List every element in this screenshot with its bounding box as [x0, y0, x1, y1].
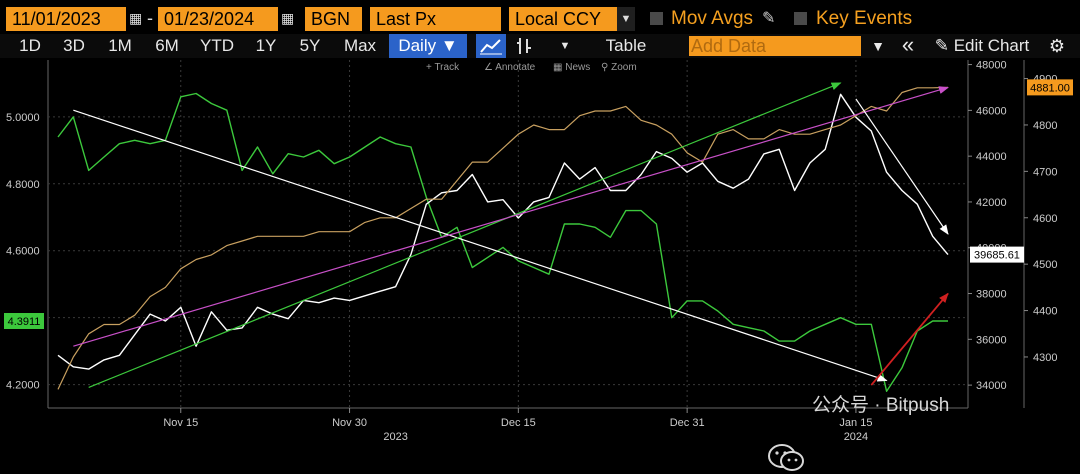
- right-axis-label: 34000: [976, 380, 1007, 392]
- trendline-green: [88, 82, 842, 388]
- source-field[interactable]: BGN: [305, 7, 362, 31]
- mov-avgs-checkbox[interactable]: [650, 12, 663, 25]
- pencil-icon[interactable]: ✎: [762, 10, 776, 27]
- right-last-value-badge: [970, 246, 1024, 263]
- right-axis-2-label: 4800: [1033, 120, 1057, 132]
- x-tick-label: Nov 15: [163, 417, 198, 429]
- calendar-icon[interactable]: ▦: [281, 10, 295, 26]
- calendar-icon[interactable]: ▦: [129, 10, 143, 26]
- candlestick-icon[interactable]: [510, 34, 538, 58]
- left-axis-label: 4.6000: [6, 246, 40, 258]
- range-button-max[interactable]: Max: [343, 36, 377, 55]
- range-button-1d[interactable]: 1D: [19, 36, 41, 55]
- right2-last-value-label: 4881.00: [1030, 82, 1070, 94]
- series-line-1: [57, 93, 949, 370]
- x-tick-label: Dec 15: [501, 417, 536, 429]
- top-toolbar: 11/01/2023 ▦ - 01/23/2024 ▦ BGN Last Px …: [0, 0, 1080, 34]
- right-axis-label: 46000: [976, 105, 1007, 117]
- edit-chart-label: Edit Chart: [953, 36, 1030, 55]
- watermark-text: 公众号 · Bitpush: [812, 395, 950, 416]
- currency-selector[interactable]: Local CCY: [509, 7, 617, 31]
- left-last-value-badge: [4, 313, 44, 329]
- trendline-magenta: [73, 86, 949, 347]
- trendline-white: [855, 98, 949, 235]
- track-tool[interactable]: + Track: [426, 62, 460, 73]
- table-button[interactable]: Table: [605, 36, 647, 55]
- field-selector[interactable]: Last Px: [370, 7, 501, 31]
- left-axis-label: 4.2000: [6, 380, 40, 392]
- right2-last-value-badge: [1027, 79, 1073, 96]
- right-axis-label: 36000: [976, 334, 1007, 346]
- right-axis-2-label: 4500: [1033, 259, 1057, 271]
- key-events-label[interactable]: Key Events: [816, 8, 913, 29]
- left-last-value-label: 4.3911: [8, 316, 41, 328]
- line-chart-icon[interactable]: [476, 34, 506, 58]
- range-button-6m[interactable]: 6M: [155, 36, 179, 55]
- filter-icon[interactable]: ▼: [871, 38, 885, 54]
- range-button-1y[interactable]: 1Y: [255, 36, 277, 55]
- news-tool[interactable]: ▦ News: [553, 62, 590, 73]
- right-axis-2-label: 4300: [1033, 352, 1057, 364]
- x-tick-label: Jan 15: [839, 417, 872, 429]
- right-axis-label: 38000: [976, 289, 1007, 301]
- x-tick-label: Dec 31: [670, 417, 705, 429]
- price-chart: Nov 15 Nov 30 Dec 15 Dec 31 Jan 15 2023 2024 4.…: [0, 58, 1080, 471]
- right-last-value-label: 39685.61: [974, 250, 1020, 262]
- range-button-5y[interactable]: 5Y: [299, 36, 321, 55]
- collapse-icon[interactable]: «: [901, 32, 915, 57]
- left-axis-label: 5.0000: [6, 112, 40, 124]
- chart-type-dropdown[interactable]: ▼: [559, 40, 571, 52]
- add-data-input[interactable]: Add Data: [689, 36, 861, 56]
- range-button-ytd[interactable]: YTD: [200, 36, 234, 55]
- x-year-label: 2023: [383, 431, 407, 443]
- pencil-icon: ✎: [934, 36, 949, 55]
- series-line-2: [57, 86, 949, 390]
- x-tick-label: Nov 30: [332, 417, 367, 429]
- trendline-red: [870, 292, 949, 386]
- mov-avgs-label[interactable]: Mov Avgs: [671, 8, 754, 29]
- right-axis-2-label: 4700: [1033, 166, 1057, 178]
- frequency-selector[interactable]: Daily ▼: [389, 34, 467, 58]
- start-date-field[interactable]: 11/01/2023: [6, 7, 126, 31]
- range-toolbar: 1D 3D 1M 6M YTD 1Y 5Y Max Daily ▼ ▼ Tabl…: [0, 34, 1080, 58]
- wechat-icon: [768, 444, 804, 471]
- end-date-field[interactable]: 01/23/2024: [158, 7, 278, 31]
- gear-icon[interactable]: ⚙: [1048, 36, 1066, 56]
- edit-chart-button[interactable]: ✎ Edit Chart: [926, 34, 1038, 58]
- range-button-1m[interactable]: 1M: [108, 36, 132, 55]
- trendline-white: [73, 109, 888, 382]
- candlestick-glyph: [517, 38, 531, 54]
- series-line-0: [57, 92, 948, 392]
- zoom-tool[interactable]: ⚲ Zoom: [601, 62, 637, 73]
- right-axis-label: 44000: [976, 151, 1007, 163]
- chart-canvas: Nov 15 Nov 30 Dec 15 Dec 31 Jan 15 2023 2024 4.…: [0, 58, 1080, 444]
- right-axis-label: 48000: [976, 60, 1007, 72]
- key-events-checkbox[interactable]: [794, 12, 807, 25]
- chevron-down-icon[interactable]: ▼: [617, 7, 635, 31]
- right-axis-2-label: 4400: [1033, 306, 1057, 318]
- right-axis-2-label: 4600: [1033, 213, 1057, 225]
- line-chart-glyph: [480, 39, 502, 55]
- right-axis-label: 42000: [976, 197, 1007, 209]
- date-separator: -: [147, 8, 153, 28]
- range-button-3d[interactable]: 3D: [63, 36, 85, 55]
- x-year-label: 2024: [844, 431, 868, 443]
- annotate-tool[interactable]: ∠ Annotate: [484, 62, 536, 73]
- left-axis-label: 4.8000: [6, 179, 40, 191]
